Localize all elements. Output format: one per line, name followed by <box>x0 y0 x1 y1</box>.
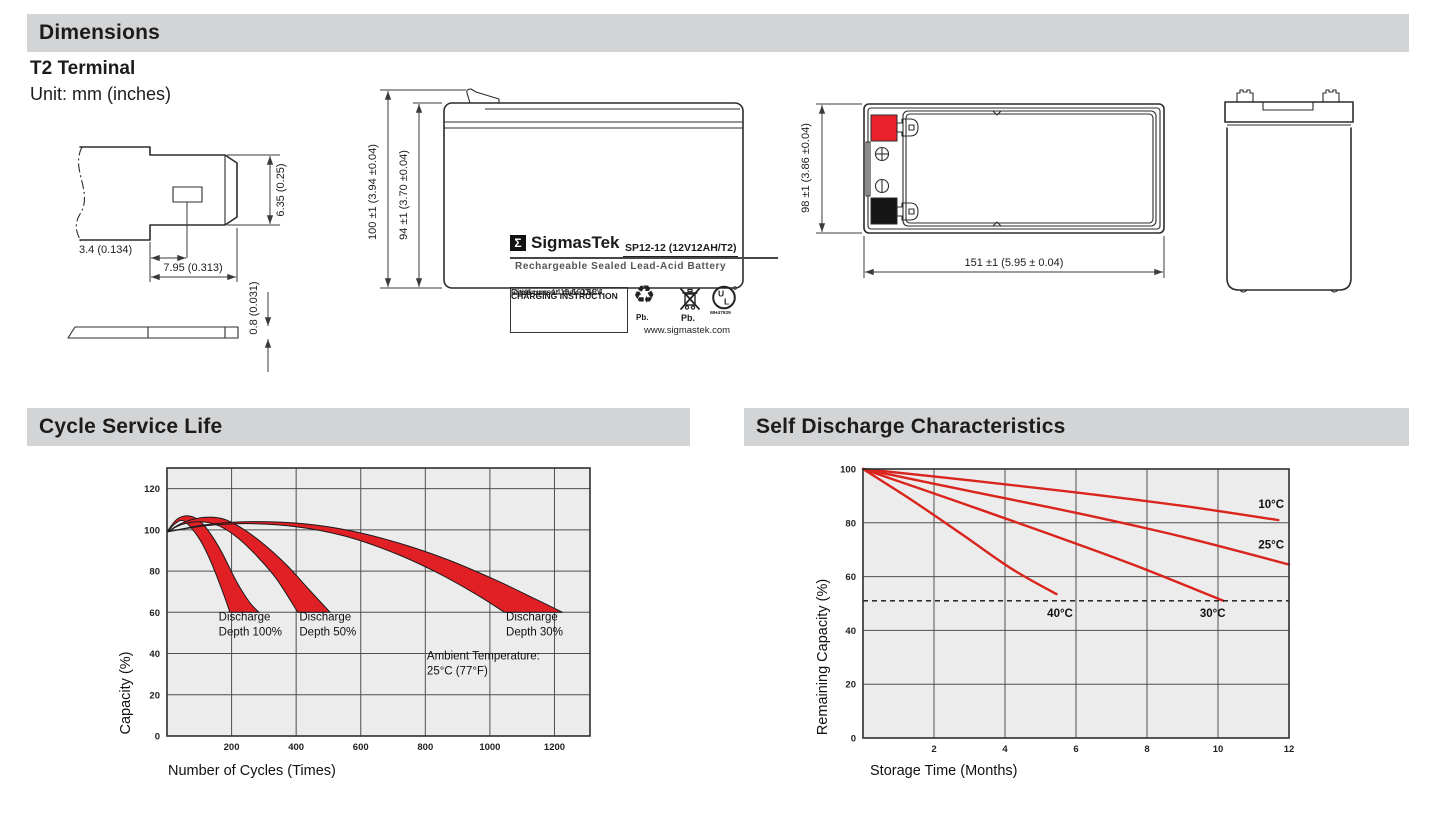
battery-top-outline <box>863 103 1165 234</box>
x-tick-label: 12 <box>1284 744 1295 755</box>
positive-terminal-marker <box>870 114 898 142</box>
plot-frame <box>166 467 591 737</box>
section-title-dimensions: Dimensions <box>39 21 161 44</box>
series-label: 30°C <box>1200 608 1226 620</box>
y-axis-title: Remaining Capacity (%) <box>815 579 831 735</box>
x-tick-label: 1000 <box>479 742 500 753</box>
x-axis-title: Storage Time (Months) <box>870 763 1017 779</box>
dim-top-length: 151 ±1 (5.95 ± 0.04) <box>965 257 1064 269</box>
dim-terminal-width: 7.95 (0.313) <box>163 262 222 274</box>
vent-tab <box>466 88 500 104</box>
battery-end-view <box>1224 89 1354 293</box>
annotation: 25°C (77°F) <box>427 666 488 678</box>
end-terminal-left <box>1236 89 1254 102</box>
battery-front-view: 94 ±1 (3.70 ±0.04) 100 ±1 (3.94 ±0.04) <box>367 88 744 289</box>
x-tick-label: 2 <box>931 744 936 755</box>
dim-top-width: 98 ±1 (3.86 ±0.04) <box>800 123 812 213</box>
y-tick-label: 40 <box>845 626 856 637</box>
x-tick-label: 400 <box>288 742 304 753</box>
unit-note: Unit: mm (inches) <box>30 84 172 104</box>
end-view-cap <box>1224 101 1354 123</box>
faston-tab-negative <box>896 202 919 221</box>
plus-symbol-icon <box>874 146 890 162</box>
dim-terminal-thickness: 0.8 (0.031) <box>248 281 260 334</box>
self-discharge-chart: 10°C 25°C 30°C 40°C 2 4 6 8 10 12 0 20 40 60 80 100 Stor… <box>815 465 1295 780</box>
terminal-detail-drawing: 6.35 (0.25) 3.4 (0.134) 7.95 (0.313) 0.8… <box>67 146 287 372</box>
y-tick-label: 0 <box>851 734 856 745</box>
series-line <box>861 467 1225 603</box>
plot-frame <box>862 468 1290 739</box>
x-tick-label: 8 <box>1144 744 1149 755</box>
y-tick-label: 20 <box>845 680 856 691</box>
terminal-type-label: T2 Terminal <box>30 58 136 79</box>
y-tick-label: 60 <box>845 572 856 583</box>
discharge-band <box>166 516 332 613</box>
grid <box>863 469 1289 738</box>
dim-terminal-height: 6.35 (0.25) <box>275 163 287 216</box>
x-tick-label: 1200 <box>544 742 565 753</box>
end-view-body <box>1226 127 1352 291</box>
y-tick-label: 100 <box>840 465 856 476</box>
series-line <box>861 467 1058 596</box>
series-label: 40°C <box>1047 608 1073 620</box>
section-header-cycle-life: Cycle Service Life <box>27 408 690 446</box>
y-tick-label: 40 <box>149 649 160 660</box>
section-title-cycle-life: Cycle Service Life <box>39 415 223 438</box>
x-tick-label: 10 <box>1213 744 1224 755</box>
terminal-outline <box>79 146 238 241</box>
series-line <box>861 467 1291 566</box>
dim-terminal-offset: 3.4 (0.134) <box>79 244 132 256</box>
x-tick-label: 600 <box>353 742 369 753</box>
section-title-self-discharge: Self Discharge Characteristics <box>756 415 1066 438</box>
end-terminal-right <box>1322 89 1340 102</box>
dimensions-drawing: 6.35 (0.25) 3.4 (0.134) 7.95 (0.313) 0.8… <box>67 88 1354 372</box>
minus-symbol-icon <box>874 178 890 194</box>
annotation: Depth 50% <box>299 627 356 639</box>
battery-front-outline <box>443 102 744 289</box>
faston-tab-positive <box>896 118 919 137</box>
annotation: Depth 30% <box>506 627 563 639</box>
y-tick-label: 80 <box>149 567 160 578</box>
annotation: Ambient Temperature: <box>427 651 540 663</box>
break-line <box>75 146 85 242</box>
dim-total-height: 100 ±1 (3.94 ±0.04) <box>367 144 379 240</box>
section-header-dimensions: Dimensions <box>27 14 1409 52</box>
series-label: 10°C <box>1258 499 1284 511</box>
discharge-band <box>166 521 563 613</box>
y-tick-label: 120 <box>144 484 160 495</box>
y-axis-title: Capacity (%) <box>118 652 134 735</box>
x-tick-label: 4 <box>1002 744 1008 755</box>
negative-terminal-marker <box>870 197 898 225</box>
discharge-band <box>166 515 261 613</box>
x-tick-label: 200 <box>224 742 240 753</box>
dim-case-height: 94 ±1 (3.70 ±0.04) <box>398 150 410 240</box>
annotation: Discharge <box>219 612 271 624</box>
battery-top-view: 98 ±1 (3.86 ±0.04) 151 ±1 (5.95 ± 0.04) <box>800 103 1165 278</box>
y-tick-label: 80 <box>845 518 856 529</box>
cycle-service-life-chart: 200 400 600 800 1000 1200 0 20 40 60 80 100 120 Disch… <box>118 467 591 779</box>
x-tick-label: 6 <box>1073 744 1078 755</box>
y-tick-label: 100 <box>144 525 160 536</box>
y-tick-label: 60 <box>149 608 160 619</box>
annotation: Discharge <box>299 612 351 624</box>
x-tick-label: 800 <box>417 742 433 753</box>
section-header-self-discharge: Self Discharge Characteristics <box>744 408 1409 446</box>
series-line <box>861 467 1280 522</box>
series-label: 25°C <box>1258 539 1284 551</box>
grid <box>167 468 590 736</box>
y-tick-label: 0 <box>155 732 160 743</box>
terminal-detent <box>172 186 203 203</box>
terminal-side-profile <box>67 326 239 339</box>
annotation: Discharge <box>506 612 558 624</box>
annotation: Depth 100% <box>219 627 282 639</box>
x-axis-title: Number of Cycles (Times) <box>168 763 336 779</box>
y-tick-label: 20 <box>149 690 160 701</box>
